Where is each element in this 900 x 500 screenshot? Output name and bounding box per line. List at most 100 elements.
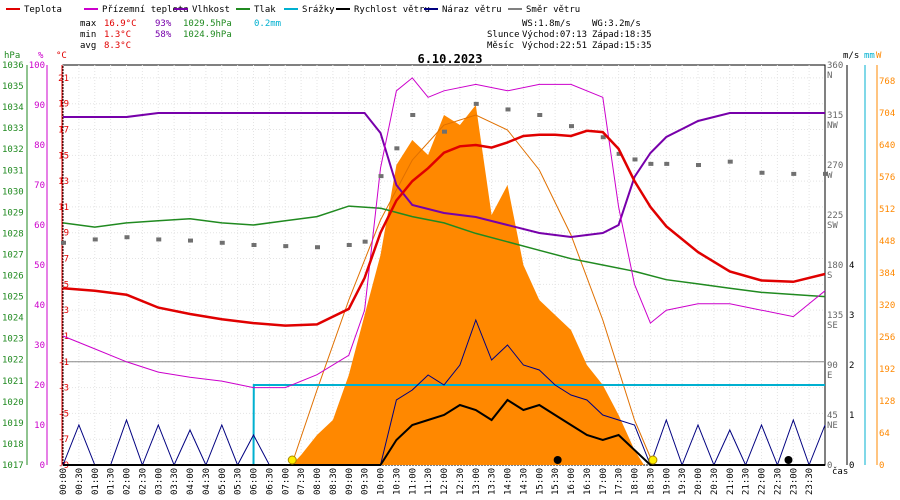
x-tick-label: 19:30	[678, 468, 688, 495]
wind-direction-point	[696, 163, 701, 167]
x-tick-label: 14:30	[519, 468, 529, 495]
pressure-tick-label: 1031	[2, 166, 24, 176]
wind-direction-point	[616, 151, 622, 156]
solar-tick-label: 128	[879, 397, 895, 407]
wind-direction-point	[219, 240, 225, 245]
humidity-line	[63, 112, 825, 239]
wind-speed-tick-label: 4	[849, 261, 854, 271]
stat-avg-temp: 8.3°C	[104, 41, 131, 51]
x-tick-label: 04:00	[186, 468, 196, 495]
pressure-tick-label: 1022	[2, 356, 24, 366]
wind-direction-point	[61, 240, 66, 245]
x-tick-label: 09:00	[345, 468, 355, 495]
sun-rise: Východ:07:13	[522, 30, 587, 40]
x-tick-label: 19:00	[662, 468, 672, 495]
x-tick-label: 04:30	[202, 468, 212, 495]
wind-direction-point	[188, 238, 193, 243]
x-tick-label: 05:30	[234, 468, 244, 495]
x-tick-label: 20:00	[694, 468, 704, 495]
x-tick-label: 10:30	[392, 468, 402, 495]
stat-avg-label: avg	[80, 41, 96, 51]
wind-direction-point	[442, 129, 447, 134]
humidity-tick-label: 40	[34, 301, 45, 311]
humidity-tick-label: 80	[34, 141, 45, 151]
x-tick-label: 15:00	[535, 468, 545, 495]
solar-tick-label: 576	[879, 173, 895, 183]
x-tick-label: 18:00	[631, 468, 641, 495]
pressure-tick-label: 1027	[2, 250, 24, 260]
direction-tick-label: 180	[827, 261, 843, 271]
pressure-tick-label: 1017	[2, 461, 24, 471]
stat-max-rain: 0.2mm	[254, 19, 281, 29]
x-tick-label: 22:00	[758, 468, 768, 495]
humidity-tick-label: 0	[40, 461, 45, 471]
solar-tick-label: 192	[879, 365, 895, 375]
direction-compass-label: NW	[827, 121, 838, 131]
direction-compass-label: SE	[827, 321, 838, 331]
wind-direction-point	[791, 171, 797, 176]
x-axis-label: čas	[832, 466, 848, 477]
temperature-line	[62, 129, 826, 327]
humidity-tick-label: 70	[34, 181, 45, 191]
x-tick-label: 13:00	[472, 468, 482, 495]
moon-label: Měsíc	[487, 41, 514, 51]
x-tick-label: 02:00	[123, 468, 133, 495]
direction-tick-label: 315	[827, 111, 843, 121]
temperature-tick-label: 9	[64, 229, 69, 239]
direction-tick-label: 225	[827, 211, 843, 221]
x-tick-label: 07:00	[281, 468, 291, 495]
solar-tick-label: 512	[879, 205, 895, 215]
wind-direction-point	[346, 243, 352, 247]
humidity-tick-label: 10	[34, 421, 45, 431]
wind-ws: WS:1.8m/s	[522, 19, 571, 29]
legend: Teplota Přízemní teplota Vlhkost Tlak Sr…	[6, 5, 580, 15]
wind-direction-point	[92, 237, 98, 242]
rain-axis-unit: mm	[864, 51, 875, 61]
humidity-tick-label: 50	[34, 261, 45, 271]
humidity-tick-label: 90	[34, 101, 45, 111]
sunset-marker	[648, 455, 658, 465]
wind-direction-point	[537, 113, 543, 117]
x-tick-label: 02:30	[138, 468, 148, 495]
moon-rise: Východ:22:51	[522, 41, 587, 51]
solar-tick-label: 0	[879, 461, 884, 471]
temperature-tick-label: 7	[64, 255, 69, 265]
wind-direction-point	[378, 174, 384, 179]
legend-pressure: Tlak	[254, 5, 276, 15]
moon-set: Západ:15:35	[592, 41, 652, 51]
wind-direction-point	[648, 161, 654, 166]
x-tick-label: 22:30	[773, 468, 783, 495]
temperature-tick-label: 11	[58, 203, 69, 213]
wind-gust-line	[62, 318, 826, 467]
legend-rain: Srážky	[302, 5, 335, 15]
stat-min-pressure: 1024.9hPa	[183, 30, 232, 40]
moonrise-marker	[784, 456, 793, 464]
humidity-tick-label: 30	[34, 341, 45, 351]
wind-direction-point	[759, 170, 765, 175]
legend-wind-gust: Náraz větru	[442, 5, 502, 15]
wind-direction-point	[283, 244, 289, 249]
solar-tick-label: 384	[879, 269, 895, 279]
stat-max-label: max	[80, 19, 97, 29]
wind-direction-point	[505, 107, 511, 112]
pressure-line	[62, 205, 826, 298]
wind-direction-point	[410, 113, 416, 117]
x-tick-label: 21:00	[726, 468, 736, 495]
x-tick-label: 17:30	[615, 468, 625, 495]
direction-tick-label: 90	[827, 361, 838, 371]
solar-tick-label: 448	[879, 237, 895, 247]
solar-tick-label: 640	[879, 141, 895, 151]
x-tick-label: 15:30	[551, 468, 561, 495]
stat-max-temp: 16.9°C	[104, 19, 137, 29]
temperature-tick-label: 17	[58, 126, 69, 136]
info-block: WS:1.8m/s WG:3.2m/s Slunce Východ:07:13 …	[487, 19, 652, 51]
wind-speed-tick-label: 1	[849, 411, 854, 421]
wind-direction-point	[727, 159, 733, 164]
x-tick-label: 01:00	[91, 468, 101, 495]
x-tick-label: 23:00	[789, 468, 799, 495]
x-tick-label: 11:30	[424, 468, 434, 495]
humidity-tick-label: 100	[29, 61, 45, 71]
wind-speed-axis-unit: m/s	[843, 51, 859, 61]
x-tick-label: 23:30	[805, 468, 815, 495]
